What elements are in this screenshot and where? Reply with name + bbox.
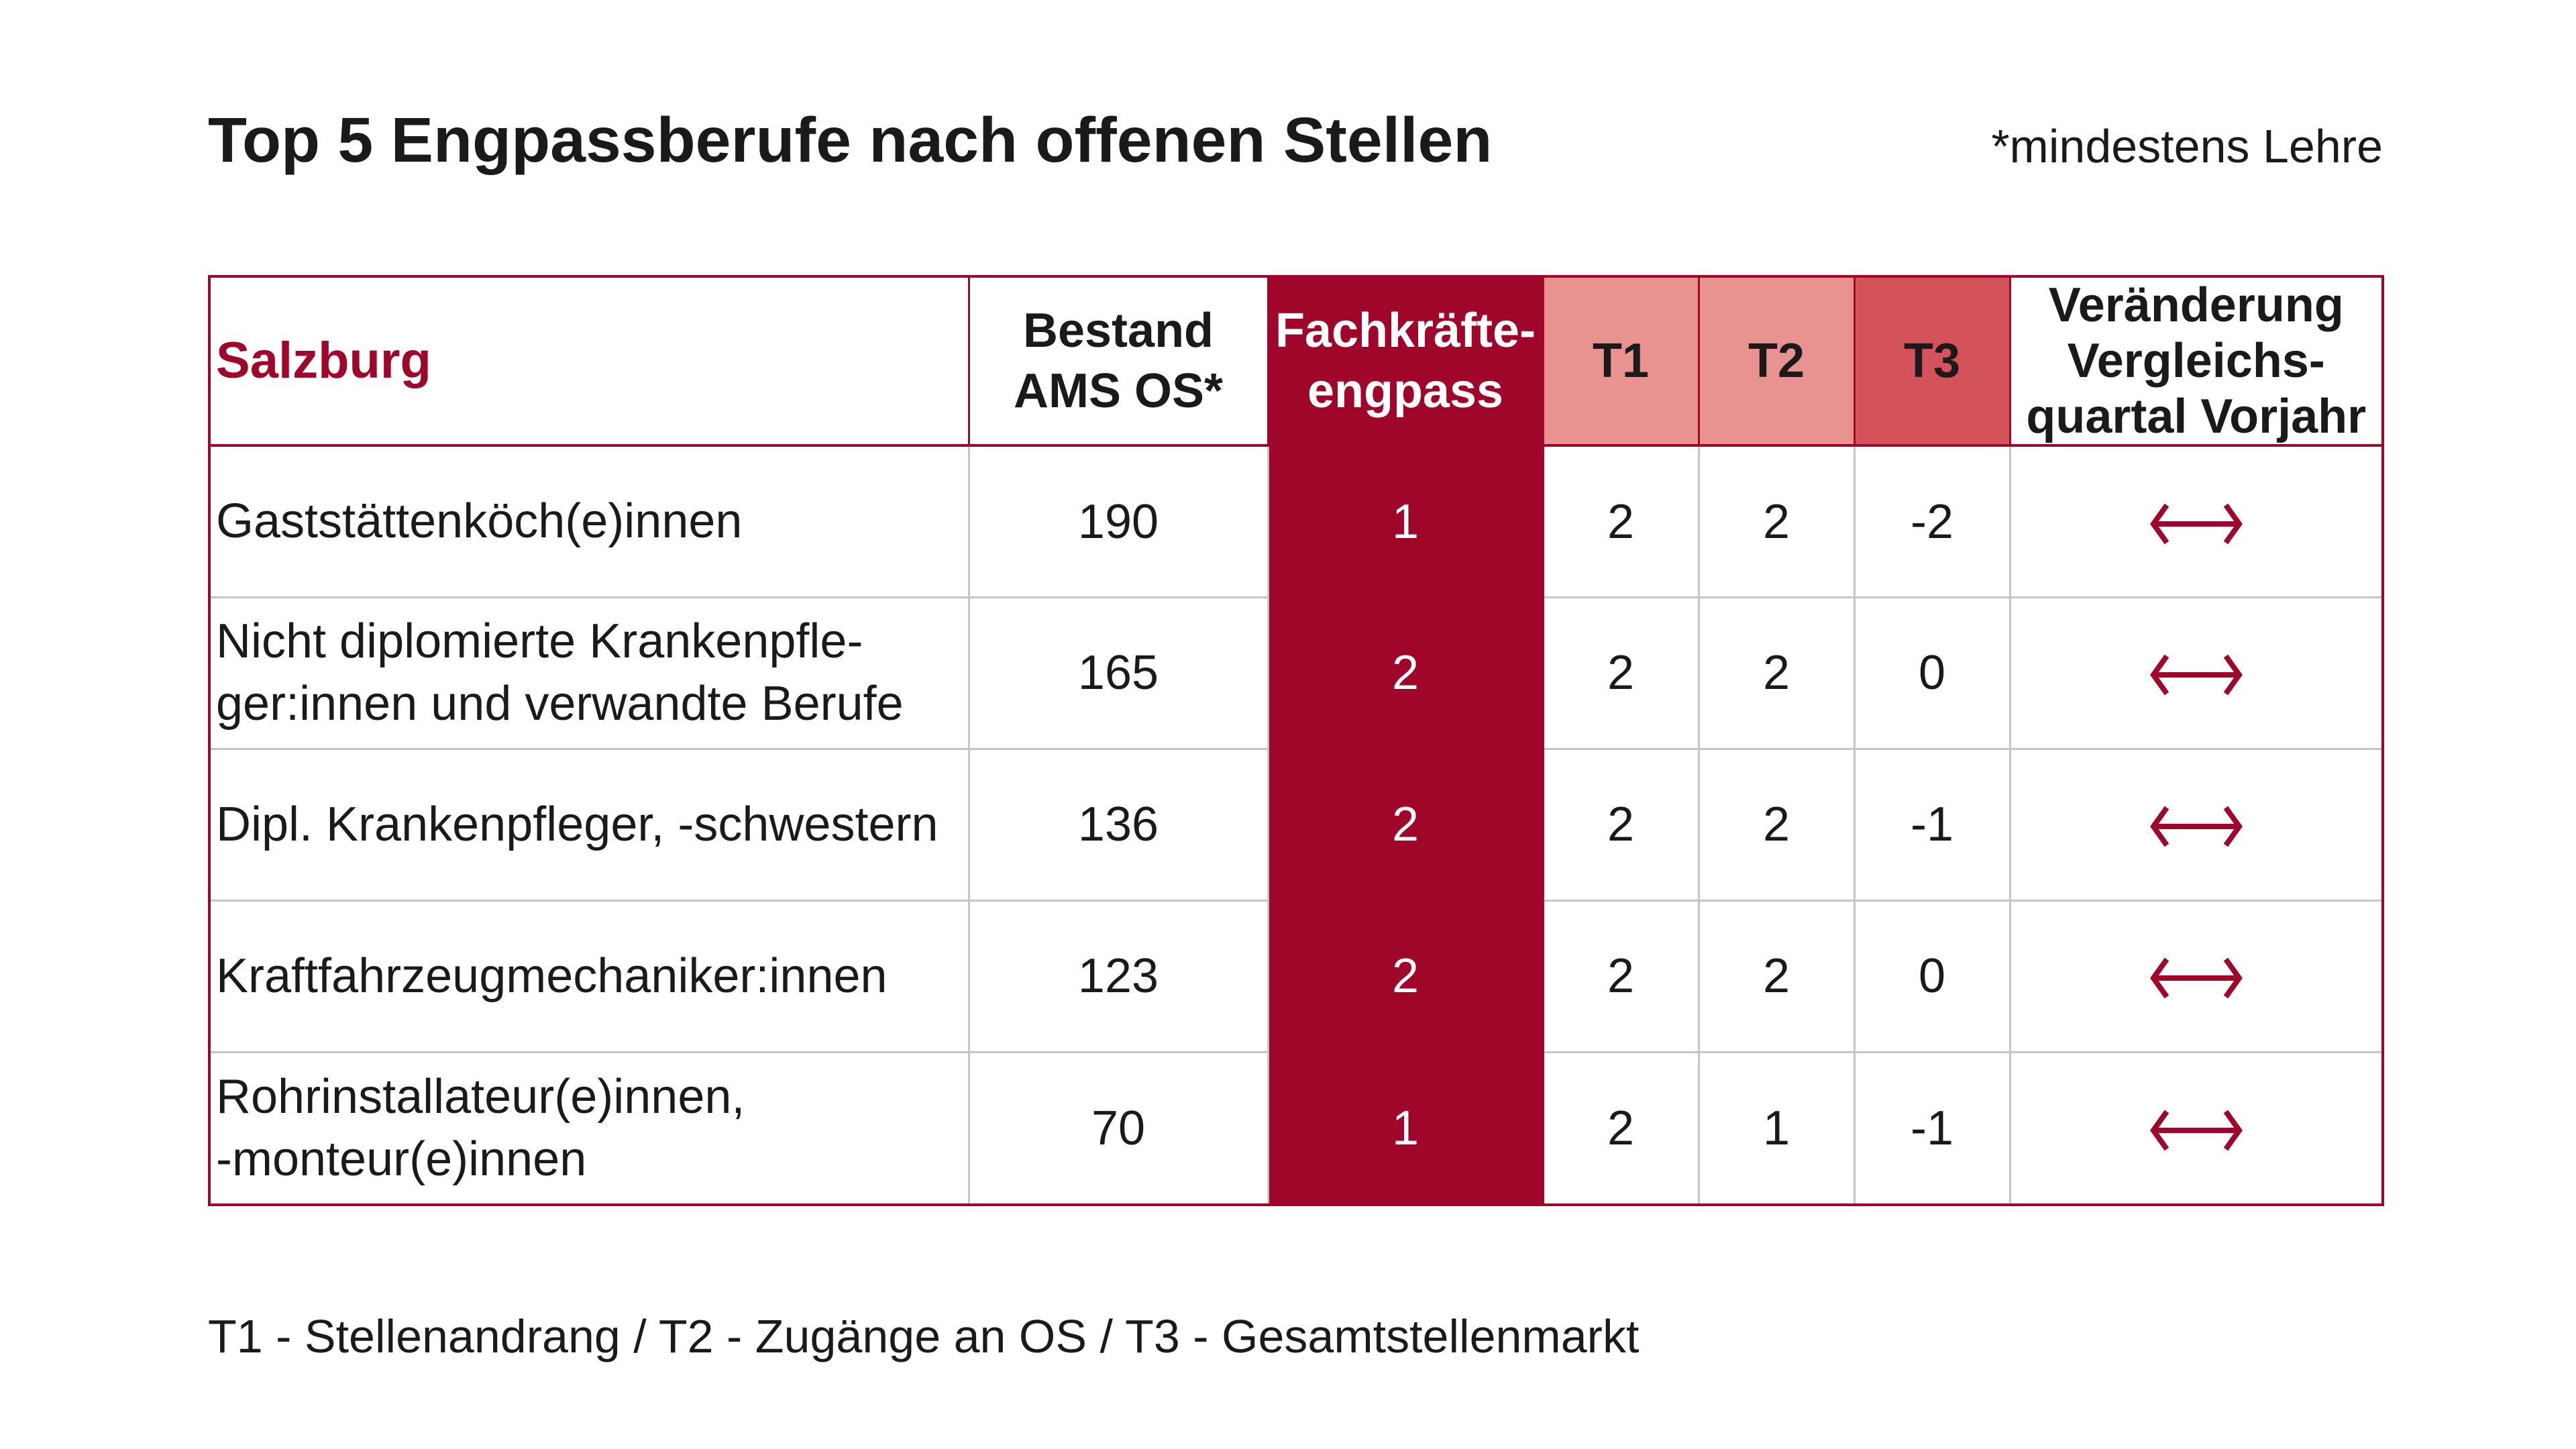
row-name-line1: Rohrinstallateur(e)innen, — [216, 1069, 745, 1124]
cell-change — [2008, 444, 2384, 598]
cell-change — [2008, 1051, 2384, 1207]
cell-t2: 1 — [1697, 1051, 1856, 1207]
cell-fachkraefteengpass: 2 — [1267, 747, 1544, 902]
cell-bestand: 70 — [967, 1051, 1269, 1207]
cell-t2: 2 — [1697, 899, 1856, 1053]
row-name-line1: Dipl. Krankenpfleger, -schwestern — [216, 797, 938, 851]
table-row: Nicht diplomierte Krankenpfle-ger:innen … — [208, 596, 2384, 750]
header-change-line1: Veränderung — [2048, 278, 2344, 332]
double-arrow-icon — [2149, 958, 2243, 999]
table-row: Gaststättenköch(e)innen 190 1 2 2 -2 — [208, 444, 2384, 598]
header-t2: T2 — [1697, 274, 1856, 447]
row-name: Rohrinstallateur(e)innen, -monteur(e)inne… — [208, 1051, 970, 1207]
row-name-line2: -monteur(e)innen — [216, 1132, 587, 1187]
cell-bestand: 165 — [967, 596, 1269, 750]
legend-footnote: T1 - Stellenandrang / T2 - Zugänge an OS… — [208, 1310, 1640, 1362]
row-name: Dipl. Krankenpfleger, -schwestern — [208, 747, 970, 902]
header-change: Veränderung Vergleichs-quartal Vorjahr — [2008, 274, 2384, 447]
cell-t1: 2 — [1542, 899, 1700, 1053]
header-t1: T1 — [1542, 274, 1700, 447]
table-row: Dipl. Krankenpfleger, -schwestern 136 2 … — [208, 747, 2384, 902]
row-name-line1: Nicht diplomierte Krankenpfle- — [216, 614, 863, 668]
cell-change — [2008, 596, 2384, 750]
cell-change — [2008, 899, 2384, 1053]
header-fk-line2: engpass — [1307, 364, 1504, 419]
cell-t3: -1 — [1853, 747, 2011, 902]
cell-bestand: 190 — [967, 444, 1269, 598]
cell-fachkraefteengpass: 1 — [1267, 444, 1544, 598]
cell-t1: 2 — [1542, 444, 1700, 598]
header-t1-label: T1 — [1592, 334, 1650, 388]
data-table: Salzburg Bestand AMS OS* Fachkräfte-engpa… — [208, 274, 2384, 1207]
cell-t3: 0 — [1853, 899, 2011, 1053]
header-fk-line1: Fachkräfte- — [1275, 304, 1536, 358]
row-name: Nicht diplomierte Krankenpfle-ger:innen … — [208, 596, 970, 750]
header-bestand: Bestand AMS OS* — [967, 274, 1269, 447]
cell-bestand: 136 — [967, 747, 1269, 902]
row-name: Kraftfahrzeugmechaniker:innen — [208, 899, 970, 1053]
double-arrow-icon — [2149, 806, 2243, 847]
table-header-row: Salzburg Bestand AMS OS* Fachkräfte-engpa… — [208, 274, 2384, 447]
cell-fachkraefteengpass: 1 — [1267, 1051, 1544, 1207]
cell-t1: 2 — [1542, 747, 1700, 902]
header-bestand-line2: AMS OS* — [1013, 364, 1224, 419]
cell-t3: -2 — [1853, 444, 2011, 598]
header-bestand-line1: Bestand — [1022, 304, 1214, 358]
header-region: Salzburg — [208, 274, 970, 447]
cell-t3: -1 — [1853, 1051, 2011, 1207]
page-title: Top 5 Engpassberufe nach offenen Stellen — [208, 105, 1493, 176]
row-name: Gaststättenköch(e)innen — [208, 444, 970, 598]
cell-bestand: 123 — [967, 899, 1269, 1053]
note-text: *mindestens Lehre — [1991, 120, 2383, 172]
cell-fachkraefteengpass: 2 — [1267, 596, 1544, 750]
header-fachkraefteengpass: Fachkräfte-engpass — [1267, 274, 1544, 447]
header-t3: T3 — [1853, 274, 2011, 447]
double-arrow-icon — [2149, 503, 2243, 544]
cell-t2: 2 — [1697, 747, 1856, 902]
row-name-line1: Gaststättenköch(e)innen — [216, 494, 743, 548]
cell-fachkraefteengpass: 2 — [1267, 899, 1544, 1053]
cell-t3: 0 — [1853, 596, 2011, 750]
header-t2-label: T2 — [1748, 334, 1805, 388]
table-row: Kraftfahrzeugmechaniker:innen 123 2 2 2 … — [208, 899, 2384, 1053]
table-row: Rohrinstallateur(e)innen, -monteur(e)inne… — [208, 1051, 2384, 1207]
double-arrow-icon — [2149, 1110, 2243, 1151]
cell-t1: 2 — [1542, 596, 1700, 750]
row-name-line1: Kraftfahrzeugmechaniker:innen — [216, 949, 888, 1003]
double-arrow-icon — [2149, 655, 2243, 696]
row-name-line2: ger:innen und verwandte Berufe — [216, 677, 904, 731]
header-change-line2: Vergleichs- — [2067, 333, 2325, 388]
cell-t1: 2 — [1542, 1051, 1700, 1207]
cell-t2: 2 — [1697, 596, 1856, 750]
header-t3-label: T3 — [1903, 334, 1961, 388]
header-change-line3: quartal Vorjahr — [2026, 389, 2367, 443]
cell-t2: 2 — [1697, 444, 1856, 598]
header-region-label: Salzburg — [216, 331, 431, 389]
cell-change — [2008, 747, 2384, 902]
